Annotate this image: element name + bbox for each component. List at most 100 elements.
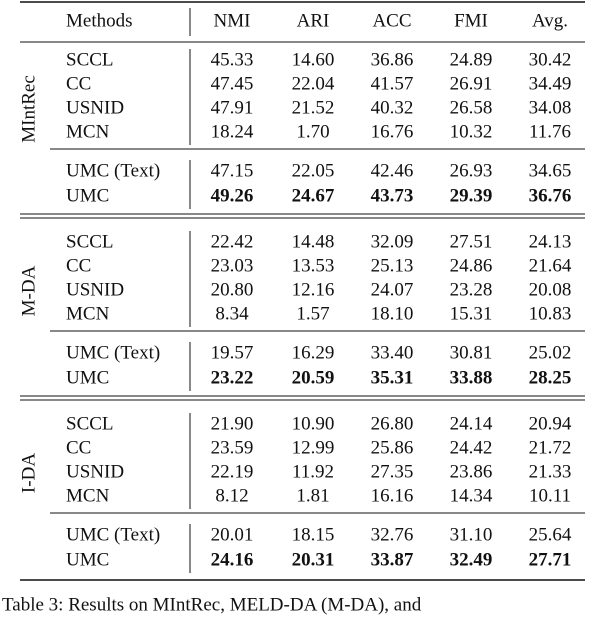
cell-value: 47.91 <box>211 97 254 118</box>
method-name: UMC (Text) <box>66 342 160 363</box>
cell-value: 24.89 <box>450 49 493 70</box>
cell-value: 14.48 <box>292 231 335 252</box>
cell-value: 33.40 <box>371 342 414 363</box>
cell-value: 12.99 <box>292 437 335 458</box>
cell-value: 31.10 <box>450 524 493 545</box>
method-name: UMC <box>66 549 109 570</box>
cell-value: 43.73 <box>371 185 414 206</box>
cell-value: 40.32 <box>371 97 414 118</box>
cell-value: 49.26 <box>211 185 254 206</box>
cell-value: 20.08 <box>529 279 572 300</box>
group-label: I-DA <box>18 453 39 493</box>
method-name: USNID <box>66 97 124 118</box>
cell-value: 32.76 <box>371 524 414 545</box>
cell-value: 23.28 <box>450 279 493 300</box>
cell-value: 27.51 <box>450 231 493 252</box>
cell-value: 24.42 <box>450 437 493 458</box>
method-name: SCCL <box>66 49 114 70</box>
cell-value: 42.46 <box>371 160 414 181</box>
method-name: MCN <box>66 121 110 142</box>
method-name: USNID <box>66 279 124 300</box>
cell-value: 20.59 <box>292 367 335 388</box>
cell-value: 47.45 <box>211 73 254 94</box>
cell-value: 26.93 <box>450 160 493 181</box>
column-header: ARI <box>297 10 330 31</box>
cell-value: 1.70 <box>296 121 329 142</box>
cell-value: 8.34 <box>215 303 249 324</box>
cell-value: 21.72 <box>529 437 572 458</box>
cell-value: 22.05 <box>292 160 335 181</box>
cell-value: 45.33 <box>211 49 254 70</box>
cell-value: 34.49 <box>529 73 572 94</box>
cell-value: 25.02 <box>529 342 572 363</box>
cell-value: 1.57 <box>296 303 329 324</box>
cell-value: 24.07 <box>371 279 414 300</box>
cell-value: 24.16 <box>211 549 254 570</box>
cell-value: 16.76 <box>371 121 414 142</box>
method-name: UMC <box>66 367 109 388</box>
group-label: MIntRec <box>18 75 39 143</box>
column-header: Methods <box>66 10 133 31</box>
method-name: UMC <box>66 185 109 206</box>
cell-value: 22.04 <box>292 73 335 94</box>
cell-value: 32.49 <box>450 549 493 570</box>
cell-value: 21.52 <box>292 97 335 118</box>
cell-value: 20.31 <box>292 549 335 570</box>
cell-value: 27.35 <box>371 461 414 482</box>
cell-value: 36.76 <box>529 185 572 206</box>
cell-value: 21.33 <box>529 461 572 482</box>
cell-value: 25.86 <box>371 437 414 458</box>
cell-value: 13.53 <box>292 255 335 276</box>
cell-value: 16.29 <box>292 342 335 363</box>
column-header: ACC <box>372 10 411 31</box>
cell-value: 26.80 <box>371 413 414 434</box>
cell-value: 27.71 <box>529 549 572 570</box>
cell-value: 14.34 <box>450 485 493 506</box>
cell-value: 14.60 <box>292 49 335 70</box>
cell-value: 18.15 <box>292 524 335 545</box>
cell-value: 15.31 <box>450 303 493 324</box>
method-name: MCN <box>66 303 110 324</box>
cell-value: 29.39 <box>450 185 493 206</box>
cell-value: 20.01 <box>211 524 254 545</box>
cell-value: 47.15 <box>211 160 254 181</box>
column-header: FMI <box>454 10 488 31</box>
method-name: MCN <box>66 485 110 506</box>
cell-value: 20.94 <box>529 413 572 434</box>
cell-value: 11.76 <box>529 121 571 142</box>
caption: Table 3: Results on MIntRec, MELD-DA (M-… <box>2 594 422 615</box>
cell-value: 32.09 <box>371 231 414 252</box>
cell-value: 12.16 <box>292 279 335 300</box>
cell-value: 20.80 <box>211 279 254 300</box>
cell-value: 21.64 <box>529 255 572 276</box>
cell-value: 25.64 <box>529 524 572 545</box>
cell-value: 34.65 <box>529 160 572 181</box>
cell-value: 24.14 <box>450 413 493 434</box>
cell-value: 1.81 <box>296 485 329 506</box>
cell-value: 30.42 <box>529 49 572 70</box>
cell-value: 33.87 <box>371 549 414 570</box>
cell-value: 25.13 <box>371 255 414 276</box>
cell-value: 8.12 <box>215 485 248 506</box>
cell-value: 36.86 <box>371 49 414 70</box>
method-name: UMC (Text) <box>66 160 160 181</box>
column-header: Avg. <box>532 10 568 31</box>
cell-value: 23.03 <box>211 255 254 276</box>
cell-value: 35.31 <box>371 367 414 388</box>
column-header: NMI <box>214 10 251 31</box>
cell-value: 41.57 <box>371 73 414 94</box>
cell-value: 10.11 <box>529 485 571 506</box>
method-name: CC <box>66 255 91 276</box>
cell-value: 10.32 <box>450 121 493 142</box>
cell-value: 22.19 <box>211 461 254 482</box>
cell-value: 16.16 <box>371 485 414 506</box>
cell-value: 19.57 <box>211 342 254 363</box>
method-name: CC <box>66 437 91 458</box>
cell-value: 30.81 <box>450 342 493 363</box>
cell-value: 11.92 <box>292 461 334 482</box>
cell-value: 28.25 <box>529 367 572 388</box>
cell-value: 22.42 <box>211 231 254 252</box>
cell-value: 23.22 <box>211 367 254 388</box>
cell-value: 10.83 <box>529 303 572 324</box>
